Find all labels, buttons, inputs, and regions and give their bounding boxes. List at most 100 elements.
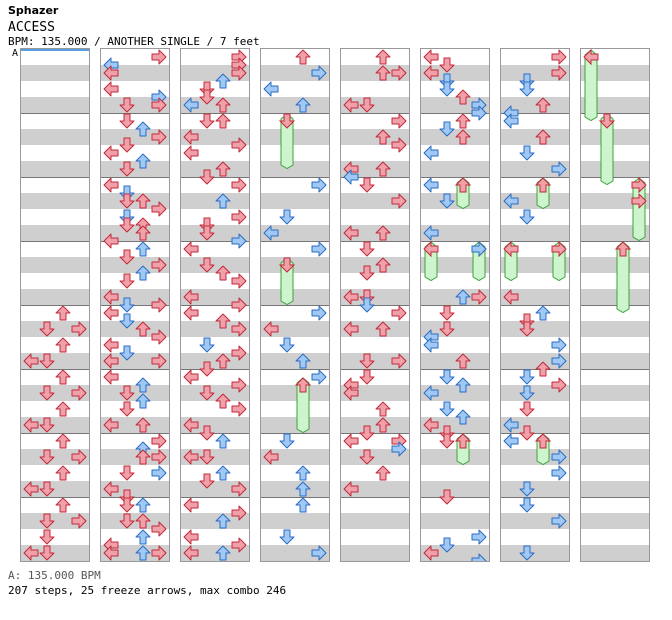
arrow-down-icon	[439, 81, 455, 97]
beat-band	[501, 545, 569, 561]
measure-line	[21, 241, 89, 242]
arrow-up-icon	[215, 113, 231, 129]
beat-band	[501, 513, 569, 529]
arrow-down-icon	[519, 145, 535, 161]
beat-band	[581, 161, 649, 177]
freeze-head-up-icon	[454, 433, 472, 449]
beat-band	[101, 417, 169, 433]
arrow-right-icon	[311, 177, 327, 193]
arrow-down-icon	[119, 193, 135, 209]
beat-band	[581, 225, 649, 241]
bpm-marker: A	[12, 48, 19, 59]
beat-band	[421, 449, 489, 465]
arrow-up-icon	[455, 113, 471, 129]
arrow-down-icon	[119, 345, 135, 361]
freeze-head-up-icon	[534, 177, 552, 193]
beat-band	[341, 193, 409, 209]
arrow-down-icon	[119, 217, 135, 233]
arrow-down-icon	[119, 97, 135, 113]
beat-band	[261, 385, 329, 401]
arrow-left-icon	[503, 433, 519, 449]
beat-band	[261, 257, 329, 273]
beat-band	[21, 65, 89, 81]
beat-band	[421, 513, 489, 529]
arrow-left-icon	[343, 481, 359, 497]
beat-band	[101, 481, 169, 497]
arrow-up-icon	[455, 409, 471, 425]
arrow-up-icon	[55, 497, 71, 513]
freeze-arrow-left	[271, 560, 272, 561]
arrow-up-icon	[135, 241, 151, 257]
beat-band	[501, 353, 569, 369]
beat-band	[581, 385, 649, 401]
arrow-left-icon	[103, 233, 119, 249]
beat-band	[181, 65, 249, 81]
arrow-up-icon	[375, 65, 391, 81]
arrow-up-icon	[375, 161, 391, 177]
arrow-left-icon	[183, 145, 199, 161]
arrow-down-icon	[279, 209, 295, 225]
freeze-arrow-right	[551, 240, 567, 282]
arrow-left-icon	[263, 449, 279, 465]
beat-band	[181, 289, 249, 305]
beat-band	[21, 129, 89, 145]
beat-band	[21, 225, 89, 241]
beat-band	[421, 161, 489, 177]
arrow-right-icon	[551, 49, 567, 65]
beat-band	[181, 97, 249, 113]
beat-band	[581, 481, 649, 497]
chart-column-8	[580, 48, 650, 562]
arrow-down-icon	[119, 161, 135, 177]
arrow-down-icon	[119, 249, 135, 265]
beat-band	[421, 289, 489, 305]
measure-line	[181, 113, 249, 114]
arrow-down-icon	[519, 481, 535, 497]
measure-line	[21, 497, 89, 498]
beat-band	[501, 97, 569, 113]
beat-band	[181, 353, 249, 369]
arrow-right-icon	[391, 353, 407, 369]
arrow-down-icon	[279, 337, 295, 353]
measure-line	[21, 113, 89, 114]
arrow-up-icon	[295, 49, 311, 65]
beat-band	[501, 481, 569, 497]
measure-line	[581, 369, 649, 370]
beat-band	[181, 481, 249, 497]
beat-band	[581, 129, 649, 145]
arrow-up-icon	[55, 401, 71, 417]
measure-line	[421, 497, 489, 498]
arrow-up-icon	[375, 401, 391, 417]
arrow-down-icon	[439, 401, 455, 417]
arrow-down-icon	[439, 489, 455, 505]
beat-band	[421, 129, 489, 145]
freeze-arrow-right	[78, 560, 79, 561]
arrow-left-icon	[103, 177, 119, 193]
measure-line	[501, 177, 569, 178]
arrow-left-icon	[343, 321, 359, 337]
arrow-left-icon	[343, 385, 359, 401]
freeze-arrow-up	[534, 177, 552, 210]
arrow-up-icon	[135, 265, 151, 281]
beat-band	[101, 289, 169, 305]
measure-line	[181, 305, 249, 306]
arrow-left-icon	[103, 417, 119, 433]
arrow-left-icon	[183, 129, 199, 145]
arrow-down-icon	[279, 433, 295, 449]
arrow-up-icon	[135, 529, 151, 545]
beat-band	[341, 417, 409, 433]
beat-band	[181, 417, 249, 433]
arrow-right-icon	[391, 137, 407, 153]
measure-line	[581, 177, 649, 178]
beat-band	[261, 513, 329, 529]
measure-line	[21, 369, 89, 370]
arrow-left-icon	[423, 545, 439, 561]
arrow-down-icon	[439, 537, 455, 553]
measure-line	[101, 433, 169, 434]
arrow-down-icon	[359, 97, 375, 113]
beat-band	[261, 161, 329, 177]
beat-band	[501, 385, 569, 401]
beat-band	[21, 257, 89, 273]
freeze-head-left-icon	[423, 240, 439, 258]
arrow-right-icon	[231, 505, 247, 521]
beat-band	[101, 225, 169, 241]
